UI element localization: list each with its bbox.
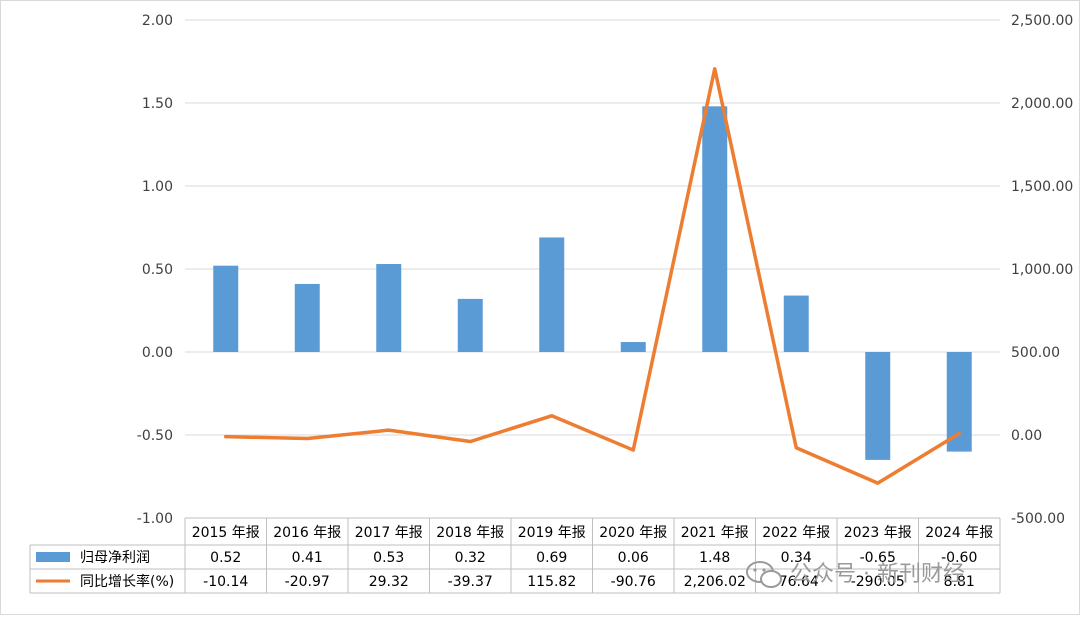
bar-4 — [458, 299, 483, 352]
bar-3 — [376, 264, 401, 352]
bar-6 — [621, 342, 646, 352]
bar-value-label: 0.41 — [292, 550, 323, 566]
growth-value-label: 2,206.02 — [684, 574, 746, 590]
left-tick-label: 0.50 — [142, 262, 173, 278]
category-label: 2018 年报 — [436, 525, 504, 541]
left-tick-label: 2.00 — [142, 13, 173, 29]
right-tick-label: 500.00 — [1011, 345, 1060, 361]
bar-value-label: 0.06 — [618, 550, 649, 566]
bar-9 — [865, 352, 890, 460]
category-label: 2021 年报 — [681, 525, 749, 541]
right-tick-label: 2,000.00 — [1011, 96, 1073, 112]
growth-value-label: -39.37 — [448, 574, 493, 590]
growth-value-label: -10.14 — [203, 574, 248, 590]
bar-2 — [295, 284, 320, 352]
category-label: 2024 年报 — [925, 525, 993, 541]
right-tick-label: 1,500.00 — [1011, 179, 1073, 195]
left-tick-label: 1.00 — [142, 179, 173, 195]
left-tick-label: 1.50 — [142, 96, 173, 112]
right-tick-label: 0.00 — [1011, 428, 1042, 444]
bar-7 — [702, 106, 727, 352]
watermark-text: 公众号 · 新刊财经 — [790, 562, 965, 587]
right-tick-label: 1,000.00 — [1011, 262, 1073, 278]
bar-10 — [947, 352, 972, 452]
bar-1 — [213, 266, 238, 352]
growth-value-label: -90.76 — [611, 574, 656, 590]
growth-value-label: 115.82 — [527, 574, 576, 590]
bar-value-label: 0.52 — [210, 550, 241, 566]
legend-line-label: 同比增长率(%) — [80, 573, 174, 590]
bar-value-label: 0.53 — [373, 550, 404, 566]
right-tick-label: 2,500.00 — [1011, 13, 1073, 29]
legend-bar-label: 归母净利润 — [80, 549, 150, 566]
category-label: 2017 年报 — [355, 525, 423, 541]
bar-8 — [784, 296, 809, 352]
category-label: 2015 年报 — [192, 525, 260, 541]
category-label: 2022 年报 — [762, 525, 830, 541]
left-tick-label: -1.00 — [137, 511, 173, 527]
category-label: 2016 年报 — [273, 525, 341, 541]
bar-5 — [539, 237, 564, 352]
right-tick-label: -500.00 — [1011, 511, 1065, 527]
category-label: 2019 年报 — [518, 525, 586, 541]
growth-value-label: 29.32 — [369, 574, 409, 590]
left-tick-label: -0.50 — [137, 428, 173, 444]
category-label: 2023 年报 — [844, 525, 912, 541]
growth-value-label: -20.97 — [285, 574, 330, 590]
left-tick-label: 0.00 — [142, 345, 173, 361]
legend-bar-swatch — [36, 552, 70, 562]
bar-value-label: 0.69 — [536, 550, 567, 566]
bar-value-label: 1.48 — [699, 550, 730, 566]
category-label: 2020 年报 — [599, 525, 667, 541]
bar-value-label: 0.32 — [455, 550, 486, 566]
